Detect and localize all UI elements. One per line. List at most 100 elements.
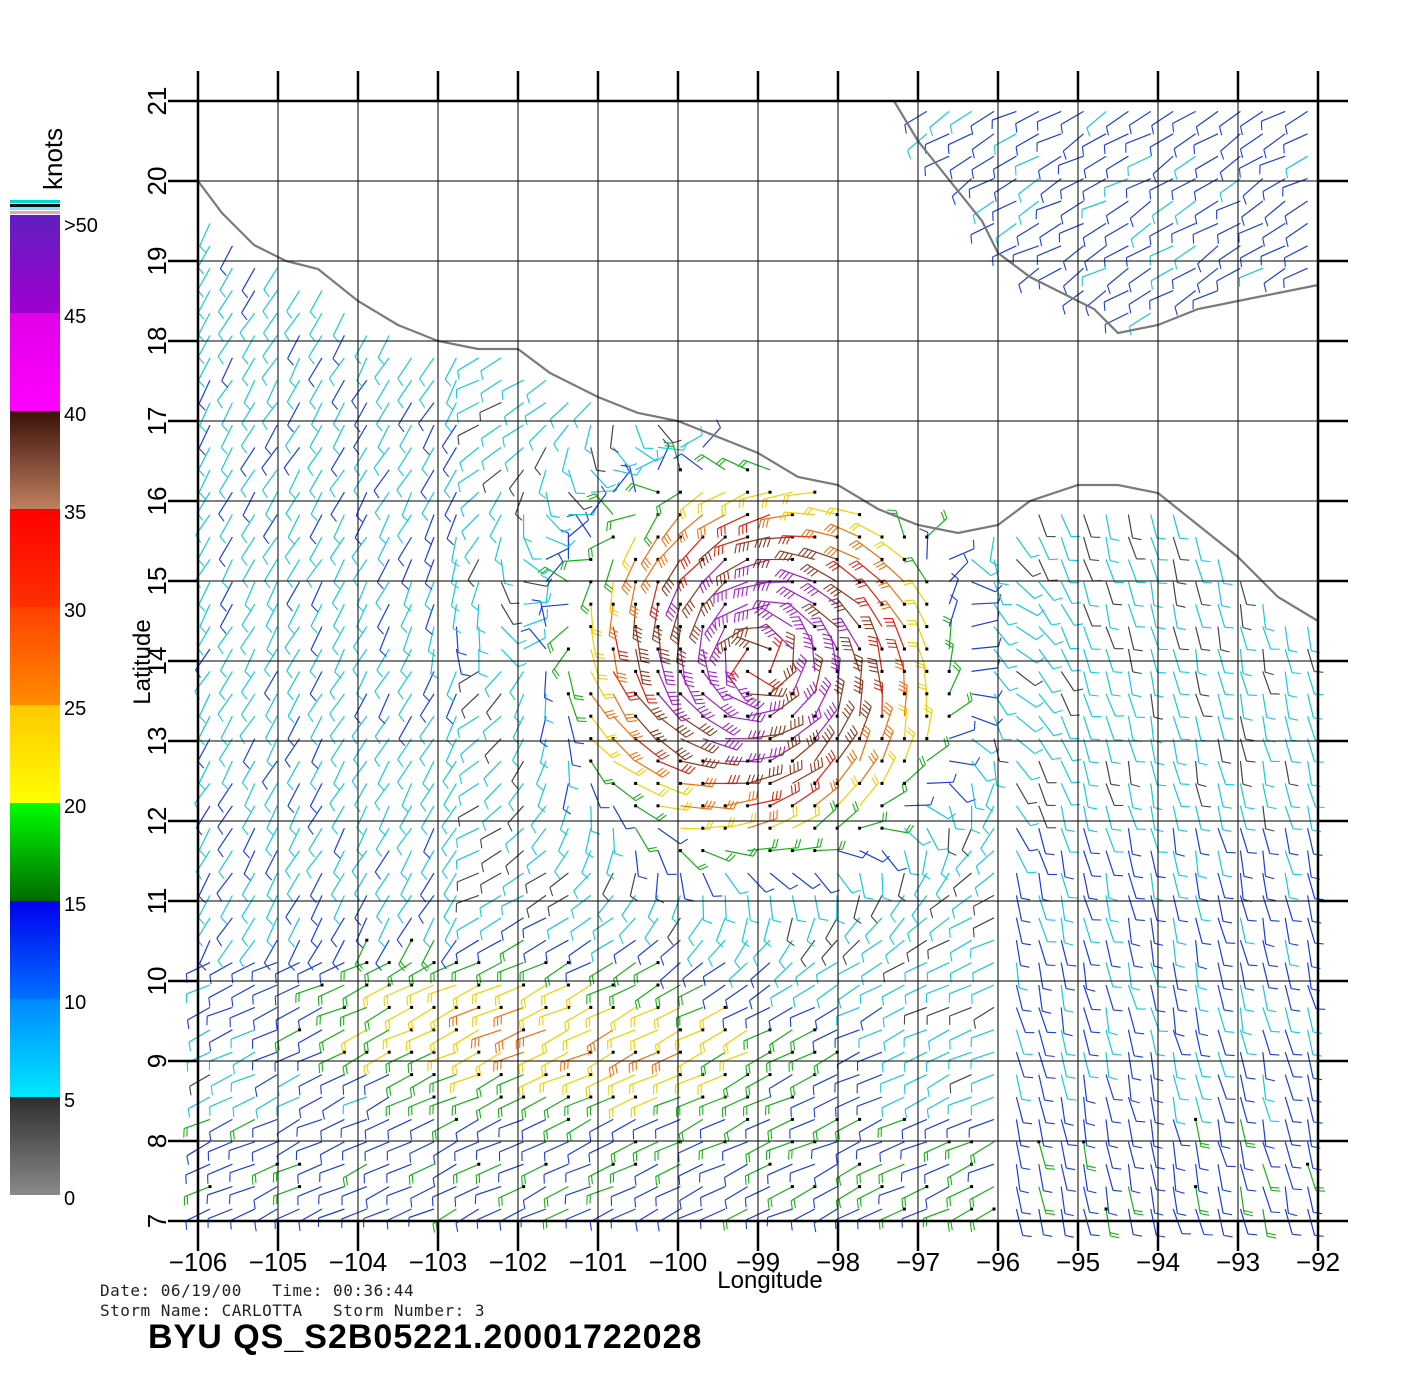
wind-barb xyxy=(873,560,905,583)
wind-barb xyxy=(1127,1074,1140,1104)
wind-barb xyxy=(590,783,610,809)
wind-barb xyxy=(539,716,548,748)
wind-barb xyxy=(1150,1096,1165,1125)
longitude-tick-label: −102 xyxy=(489,1247,548,1277)
wind-barb xyxy=(1038,940,1056,967)
wind-barb xyxy=(702,962,726,986)
wind-barb xyxy=(971,783,985,811)
wind-barb xyxy=(479,894,502,918)
wind-barb xyxy=(634,714,667,743)
wind-barb xyxy=(1307,872,1324,901)
wind-barb xyxy=(399,424,413,454)
wind-barb xyxy=(825,560,862,584)
wind-barb xyxy=(297,962,323,984)
wind-barb xyxy=(867,635,884,673)
wind-barb xyxy=(813,800,837,830)
wind-barb xyxy=(1284,917,1299,946)
wind-barb xyxy=(482,805,502,831)
wind-barb xyxy=(353,447,368,476)
wind-barb xyxy=(724,671,755,702)
wind-barb xyxy=(1195,895,1211,922)
wind-barb xyxy=(1172,514,1189,540)
wind-barb xyxy=(679,491,704,520)
wind-barb xyxy=(878,1186,905,1205)
wind-barb xyxy=(1082,222,1107,247)
wind-barb xyxy=(444,491,457,523)
wind-barb xyxy=(309,290,323,320)
wind-barb xyxy=(329,469,345,498)
wind-barb xyxy=(1262,984,1277,1013)
wind-barb xyxy=(758,513,794,529)
wind-barb xyxy=(1015,558,1042,578)
wind-barb xyxy=(363,1163,390,1184)
wind-barb xyxy=(521,1162,548,1186)
colorbar-cap-stripe xyxy=(10,200,60,203)
colorbar-segment xyxy=(10,607,60,705)
wind-barb xyxy=(632,1118,659,1140)
wind-barb xyxy=(493,1006,524,1028)
wind-barb xyxy=(500,648,527,668)
wind-barb xyxy=(657,715,694,738)
wind-barb xyxy=(597,895,614,923)
wind-barb xyxy=(724,1186,748,1210)
wind-barb xyxy=(1083,693,1102,718)
wind-barb xyxy=(834,1096,860,1117)
wind-barb xyxy=(307,939,323,971)
wind-barb xyxy=(1128,312,1152,336)
wind-barb xyxy=(1217,604,1234,629)
wind-barb xyxy=(1284,1141,1302,1169)
wind-barb xyxy=(317,1208,345,1227)
wind-barb xyxy=(286,760,301,791)
wind-barb xyxy=(374,783,390,811)
wind-barb xyxy=(768,838,802,853)
wind-barb xyxy=(589,625,605,660)
wind-barb xyxy=(266,626,278,657)
wind-barb xyxy=(1242,178,1264,205)
wind-barb xyxy=(1127,1141,1145,1170)
wind-barb xyxy=(1284,1074,1303,1101)
wind-barb xyxy=(207,1141,233,1161)
wind-barb xyxy=(342,1096,368,1115)
wind-barb xyxy=(657,850,677,875)
wind-barb xyxy=(397,357,413,387)
wind-barb xyxy=(1262,850,1275,880)
wind-barb xyxy=(419,379,435,408)
wind-barb xyxy=(640,535,660,572)
wind-barb xyxy=(353,402,368,433)
wind-barb xyxy=(1239,693,1253,721)
wind-barb xyxy=(429,1028,458,1054)
wind-barb xyxy=(811,653,824,694)
wind-barb xyxy=(949,720,976,740)
wind-barb xyxy=(1015,536,1040,558)
wind-barb xyxy=(1259,155,1286,175)
wind-barb xyxy=(376,895,390,924)
wind-barb xyxy=(567,760,579,790)
wind-barb xyxy=(565,962,592,983)
wind-barb xyxy=(973,1006,995,1029)
wind-barb xyxy=(332,603,345,634)
wind-barb xyxy=(446,514,457,546)
wind-barb xyxy=(1018,178,1040,203)
wind-barb xyxy=(545,492,560,518)
wind-barb xyxy=(835,749,858,785)
wind-barb xyxy=(1103,133,1129,155)
wind-barb xyxy=(701,816,736,830)
wind-barb xyxy=(218,469,233,499)
wind-barb xyxy=(1239,984,1255,1012)
wind-barb xyxy=(768,662,797,696)
wind-barb xyxy=(1105,1096,1122,1124)
wind-barb xyxy=(813,1096,838,1118)
wind-barb xyxy=(635,850,648,880)
wind-barb xyxy=(198,693,211,724)
wind-barb xyxy=(1127,559,1146,584)
wind-barb xyxy=(747,895,760,924)
wind-barb xyxy=(612,805,636,830)
wind-barb xyxy=(1239,895,1257,922)
wind-barb xyxy=(782,490,817,505)
wind-barb xyxy=(814,724,835,762)
wind-barb xyxy=(479,402,502,422)
wind-barb xyxy=(263,648,278,678)
wind-barb xyxy=(261,760,278,790)
wind-barb xyxy=(330,872,345,902)
wind-barb xyxy=(1129,200,1152,228)
